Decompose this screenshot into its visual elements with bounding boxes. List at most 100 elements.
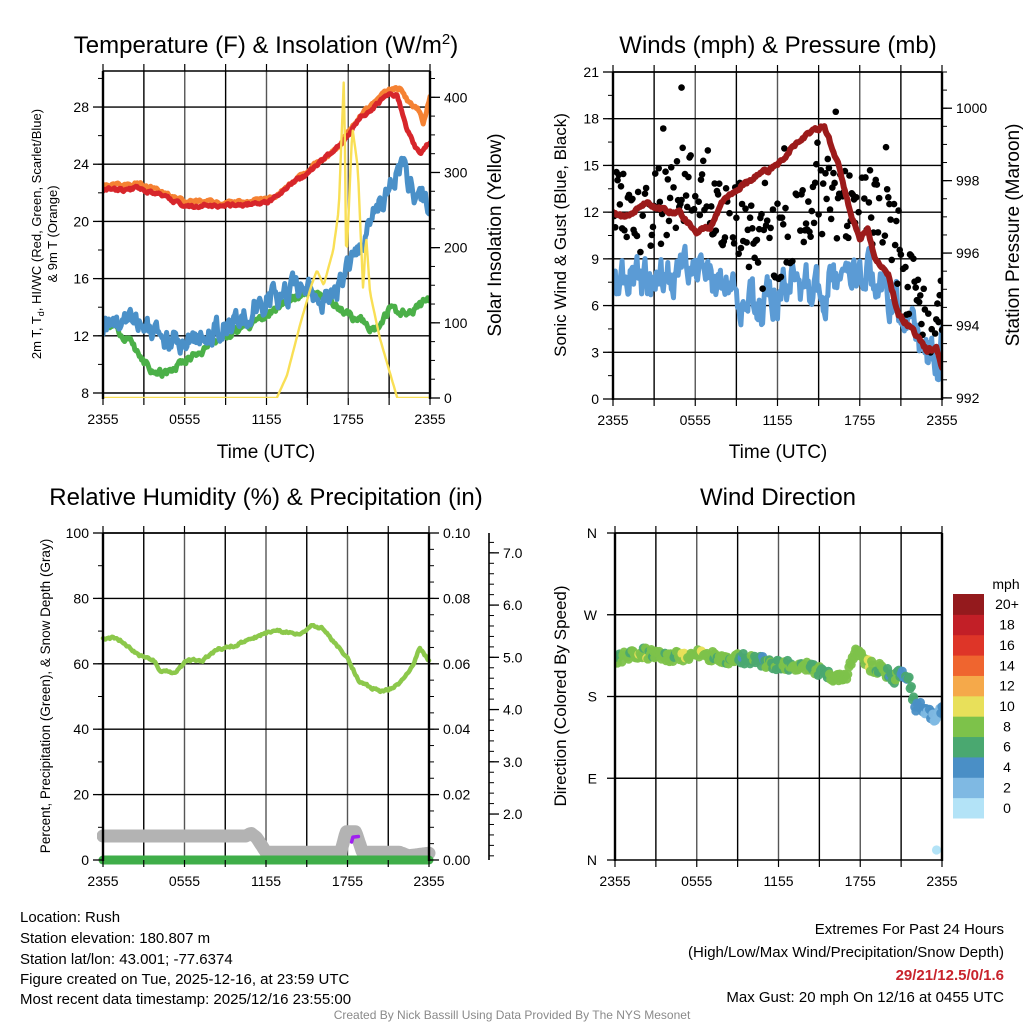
sonic-wind-line: [613, 243, 942, 383]
plots-layer: 2355 0555 1155 1755 235581216202428010020030…: [66, 64, 987, 889]
gust-point: [621, 227, 628, 234]
y-tick-label: 2.0: [503, 806, 523, 822]
series-solar-insolation-line: [103, 81, 430, 398]
gust-point: [886, 200, 893, 208]
temperature-x-label: Time (UTC): [217, 442, 316, 463]
colorbar-label: 4: [1003, 759, 1011, 775]
gust-point: [679, 144, 686, 152]
gust-point: [664, 176, 672, 183]
wind-y-axis: 0 3 6 9 12 15 18 21: [583, 64, 613, 407]
gust-point: [730, 240, 738, 247]
gust-point: [874, 229, 882, 236]
gust-point: [749, 225, 756, 232]
x-tick-label: 1155: [762, 412, 792, 428]
x-tick-label: 2355: [599, 873, 630, 889]
x-tick-label: 2355: [413, 873, 444, 889]
colorbar-bin-16: [953, 634, 984, 656]
gust-point: [678, 196, 685, 204]
max-gust-point: [678, 84, 685, 91]
gust-scatter: [613, 84, 942, 356]
winds-chart-title: Winds (mph) & Pressure (mb): [619, 32, 936, 59]
gust-point: [915, 298, 923, 306]
pressure-y-axis: 992 994 996 998 1000: [942, 71, 987, 406]
x-tick-label: 1155: [763, 873, 793, 889]
x-tick-label: 2355: [597, 412, 628, 428]
colorbar-bin-12: [953, 675, 984, 697]
y-tick-label: 12: [73, 328, 89, 344]
gust-point: [831, 179, 838, 187]
gust-point: [846, 172, 853, 179]
temperature-grid: [103, 71, 430, 398]
direction-y-label: Direction (Colored By Speed): [551, 585, 570, 806]
gust-point: [769, 206, 777, 213]
humidity-chart-title: Relative Humidity (%) & Precipitation (i…: [49, 484, 482, 511]
gust-point: [695, 198, 702, 206]
gust-point: [623, 233, 631, 241]
y-tick-label: 996: [956, 245, 980, 261]
gust-point: [687, 152, 694, 159]
y-tick-label: 60: [73, 656, 89, 672]
gust-point: [873, 181, 881, 188]
gust-point: [920, 285, 928, 293]
gust-point: [778, 214, 786, 221]
colorbar-bin-4: [953, 756, 984, 778]
y-tick-label: 16: [73, 271, 89, 287]
y-tick-label: N: [587, 525, 597, 541]
y-tick-label: N: [587, 852, 597, 868]
gust-point: [866, 167, 874, 174]
gust-point: [721, 234, 729, 241]
gust-point: [633, 232, 641, 240]
relative-humidity-line: [100, 622, 432, 695]
gust-point: [811, 179, 819, 187]
gust-point: [639, 212, 647, 220]
x-tick-label: 2355: [926, 873, 957, 889]
y-tick-label: 1000: [956, 100, 987, 116]
gust-point: [726, 209, 733, 217]
y-tick-label: 0.00: [443, 852, 470, 868]
gust-point: [934, 300, 941, 307]
gust-point: [759, 285, 766, 293]
snow-depth-line: [97, 825, 436, 863]
recent-data-text: Most recent data timestamp: 2025/12/16 2…: [20, 991, 351, 1008]
gust-point: [802, 220, 810, 227]
gust-point: [867, 214, 875, 221]
gust-point: [656, 198, 664, 206]
extremes-info: Extremes For Past 24 Hours (High/Low/Max…: [688, 921, 1004, 1006]
y-tick-label: 0: [81, 852, 89, 868]
gust-point: [918, 320, 925, 328]
gust-point: [912, 284, 920, 291]
y-tick-label: 998: [956, 173, 980, 189]
gust-point: [647, 242, 654, 249]
gust-point: [696, 211, 704, 219]
gust-point: [746, 214, 754, 222]
x-tick-label: 0555: [169, 873, 200, 889]
gust-point: [905, 310, 913, 318]
gust-point: [637, 248, 644, 256]
wind-direction-chart-title: Wind Direction: [700, 484, 856, 511]
gust-point: [742, 205, 749, 212]
colorbar-label: 2: [1003, 779, 1011, 795]
x-tick-label: 0555: [681, 873, 712, 889]
gust-point: [651, 170, 659, 177]
y-tick-label: 400: [444, 89, 468, 105]
humidity-grid: [103, 532, 429, 861]
y-tick-label: 0.04: [443, 721, 470, 737]
gust-point: [698, 171, 706, 178]
gust-point: [914, 276, 922, 284]
colorbar-bin-2: [953, 777, 984, 799]
gust-point: [887, 216, 894, 223]
gust-point: [691, 192, 699, 200]
gust-point: [843, 222, 851, 230]
x-tick-label: 2355: [414, 411, 445, 427]
direction-point: [843, 669, 853, 679]
gust-point: [799, 187, 806, 194]
y-tick-label: 6.0: [503, 597, 523, 613]
gust-point: [763, 217, 771, 224]
gust-point: [754, 259, 762, 266]
gust-point: [666, 194, 674, 202]
gust-point: [924, 310, 932, 317]
y-tick-label: 5.0: [503, 649, 523, 665]
direction-point: [906, 682, 916, 692]
gust-point: [904, 283, 912, 291]
winds-grid: [613, 71, 942, 400]
